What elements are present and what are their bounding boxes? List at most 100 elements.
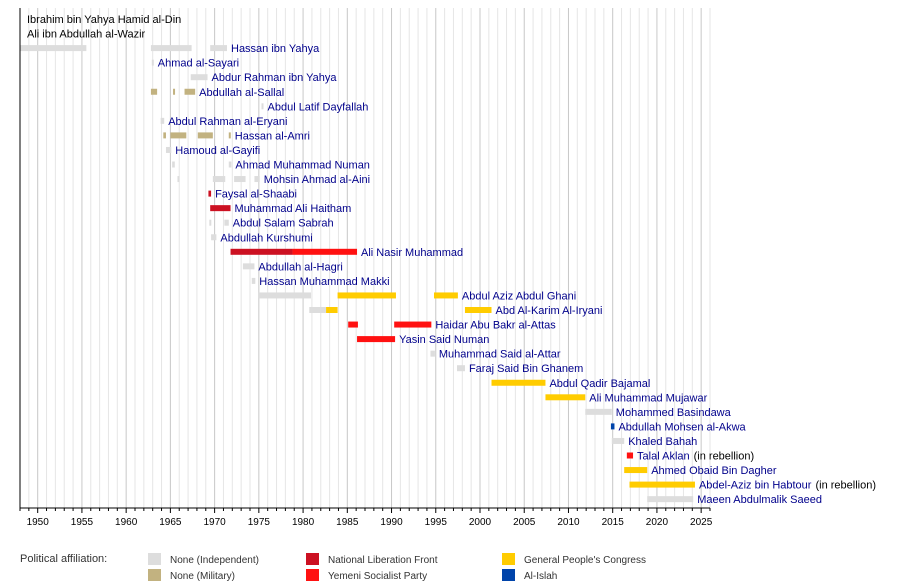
bar-segment: [224, 219, 229, 226]
bar-segment: [173, 88, 176, 95]
row-name: Abdul Salam Sabrah: [233, 218, 334, 230]
row-name: Abdullah al-Sallal: [199, 87, 284, 99]
bar-segment: [150, 45, 192, 52]
bar-segment: [292, 248, 358, 255]
bar-segment: [230, 248, 293, 255]
bar-segment: [258, 292, 312, 299]
bar-segment: [160, 117, 165, 124]
row-label: Ahmad al-Sayari: [158, 58, 239, 70]
row-label: Ali Muhammad Mujawar: [589, 392, 707, 404]
legend: Political affiliation: None (Independent)…: [20, 553, 646, 582]
row-name: Muhammad Said al-Attar: [439, 349, 561, 361]
x-tick-label: 2020: [646, 517, 669, 528]
row-label: Abdur Rahman ibn Yahya: [212, 72, 338, 84]
legend-swatch: [306, 553, 319, 565]
x-tick-label: 2005: [513, 517, 536, 528]
row-name: Talal Aklan: [637, 451, 690, 463]
row-name: Hassan ibn Yahya: [231, 43, 320, 55]
bar-segment: [611, 437, 625, 444]
x-tick-label: 1995: [425, 517, 448, 528]
bar-segment: [151, 59, 154, 66]
bar-segment: [242, 263, 255, 270]
row-name: Maeen Abdulmalik Saeed: [697, 494, 822, 506]
row-name: Ali ibn Abdullah al-Wazir: [27, 29, 146, 41]
bars: [20, 45, 695, 503]
bar-segment: [337, 292, 396, 299]
bar-segment: [208, 190, 212, 197]
row-label: Abdul Salam Sabrah: [233, 218, 334, 230]
row-labels: Ibrahim bin Yahya Hamid al-Din Ali ibn Ab…: [27, 14, 876, 506]
row-name: Mohsin Ahmad al-Aini: [264, 174, 370, 186]
bar-segment: [170, 132, 187, 139]
bar-segment: [610, 423, 615, 430]
bar-segment: [309, 307, 327, 313]
bar-segment: [430, 350, 435, 357]
row-label: Abdel-Aziz bin Habtour (in rebellion): [699, 480, 876, 492]
bar-segment: [172, 161, 175, 168]
bar-segment: [464, 307, 492, 313]
bar-segment: [457, 365, 465, 372]
bar-segment: [190, 74, 208, 81]
legend-swatch: [502, 553, 515, 565]
row-label: Ahmad Muhammad Numan: [235, 160, 370, 172]
x-tick-label: 1960: [115, 517, 138, 528]
row-name: Khaled Bahah: [628, 436, 697, 448]
row-name: Abdul Aziz Abdul Ghani: [462, 290, 576, 302]
row-label: Ali ibn Abdullah al-Wazir: [27, 29, 146, 41]
row-name: Abdullah Kurshumi: [220, 232, 312, 244]
row-label: Hassan ibn Yahya: [231, 43, 320, 55]
row-name: Hamoud al-Gayifi: [175, 145, 260, 157]
x-tick-label: 2025: [690, 517, 713, 528]
legend-title: Political affiliation:: [20, 553, 107, 565]
bar-segment: [434, 292, 458, 299]
row-label: Abdullah Kurshumi: [220, 232, 312, 244]
bar-segment: [163, 132, 166, 139]
row-label: Muhammad Said al-Attar: [439, 349, 561, 361]
bar-segment: [197, 132, 213, 139]
row-name: Abdel-Aziz bin Habtour: [699, 480, 812, 492]
row-label: Maeen Abdulmalik Saeed: [697, 494, 822, 506]
row-label: Hamoud al-Gayifi: [175, 145, 260, 157]
row-label: Muhammad Ali Haitham: [235, 203, 352, 215]
x-tick-label: 1955: [71, 517, 94, 528]
bar-segment: [177, 176, 180, 183]
row-name: Faraj Said Bin Ghanem: [469, 363, 583, 375]
bar-segment: [545, 394, 586, 401]
legend-label: Al-Islah: [524, 571, 557, 582]
row-note: (in rebellion): [815, 480, 876, 492]
legend-label: National Liberation Front: [328, 555, 438, 566]
legend-swatch: [148, 569, 161, 581]
bar-segment: [210, 205, 231, 212]
row-name: Ali Muhammad Mujawar: [589, 392, 707, 404]
row-name: Ahmed Obaid Bin Dagher: [651, 465, 777, 477]
row-label: Talal Aklan (in rebellion): [637, 451, 754, 463]
row-label: Khaled Bahah: [628, 436, 697, 448]
bar-segment: [251, 277, 256, 284]
bar-segment: [647, 496, 694, 503]
row-name: Abdul Latif Dayfallah: [268, 101, 369, 113]
row-label: Hassan Muhammad Makki: [259, 276, 389, 288]
bar-segment: [210, 45, 227, 52]
row-label: Abdullah al-Sallal: [199, 87, 284, 99]
x-tick-label: 2000: [469, 517, 492, 528]
legend-label: None (Independent): [170, 555, 259, 566]
legend-swatch: [306, 569, 319, 581]
bar-segment: [629, 481, 695, 488]
x-tick-label: 1990: [380, 517, 403, 528]
row-name: Yasin Said Numan: [399, 334, 489, 346]
x-axis: 1950 1955 1960 1965 1970 1975 1980 1985 1990 1995…: [19, 8, 713, 528]
row-label: Yasin Said Numan: [399, 334, 489, 346]
row-label: Abdullah al-Hagri: [258, 261, 342, 273]
row-name: Ahmad al-Sayari: [158, 58, 239, 70]
row-name: Hassan al-Amri: [235, 130, 310, 142]
bar-segment: [212, 176, 226, 183]
bar-segment: [184, 88, 196, 95]
bar-segment: [254, 176, 260, 183]
x-tick-label: 1965: [159, 517, 182, 528]
row-label: Abdul Rahman al-Eryani: [168, 116, 287, 128]
row-label: Ahmed Obaid Bin Dagher: [651, 465, 777, 477]
row-label: Abdullah Mohsen al-Akwa: [618, 421, 746, 433]
x-tick-label: 1980: [292, 517, 315, 528]
bar-segment: [261, 103, 264, 110]
